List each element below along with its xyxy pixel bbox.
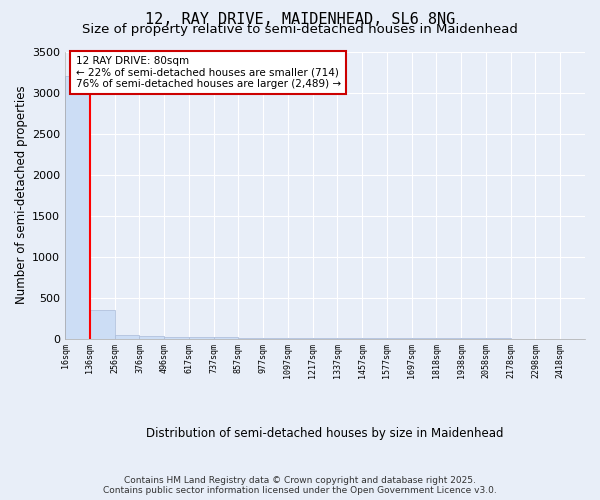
Text: Contains HM Land Registry data © Crown copyright and database right 2025.
Contai: Contains HM Land Registry data © Crown c… xyxy=(103,476,497,495)
Bar xyxy=(90,310,115,338)
Bar xyxy=(189,337,214,338)
Bar xyxy=(139,336,164,338)
Bar xyxy=(65,76,90,338)
Text: 12, RAY DRIVE, MAIDENHEAD, SL6 8NG: 12, RAY DRIVE, MAIDENHEAD, SL6 8NG xyxy=(145,12,455,28)
Text: 12 RAY DRIVE: 80sqm
← 22% of semi-detached houses are smaller (714)
76% of semi-: 12 RAY DRIVE: 80sqm ← 22% of semi-detach… xyxy=(76,56,341,89)
Bar xyxy=(164,337,189,338)
Y-axis label: Number of semi-detached properties: Number of semi-detached properties xyxy=(15,86,28,304)
Text: Size of property relative to semi-detached houses in Maidenhead: Size of property relative to semi-detach… xyxy=(82,22,518,36)
X-axis label: Distribution of semi-detached houses by size in Maidenhead: Distribution of semi-detached houses by … xyxy=(146,427,504,440)
Bar xyxy=(115,334,139,338)
